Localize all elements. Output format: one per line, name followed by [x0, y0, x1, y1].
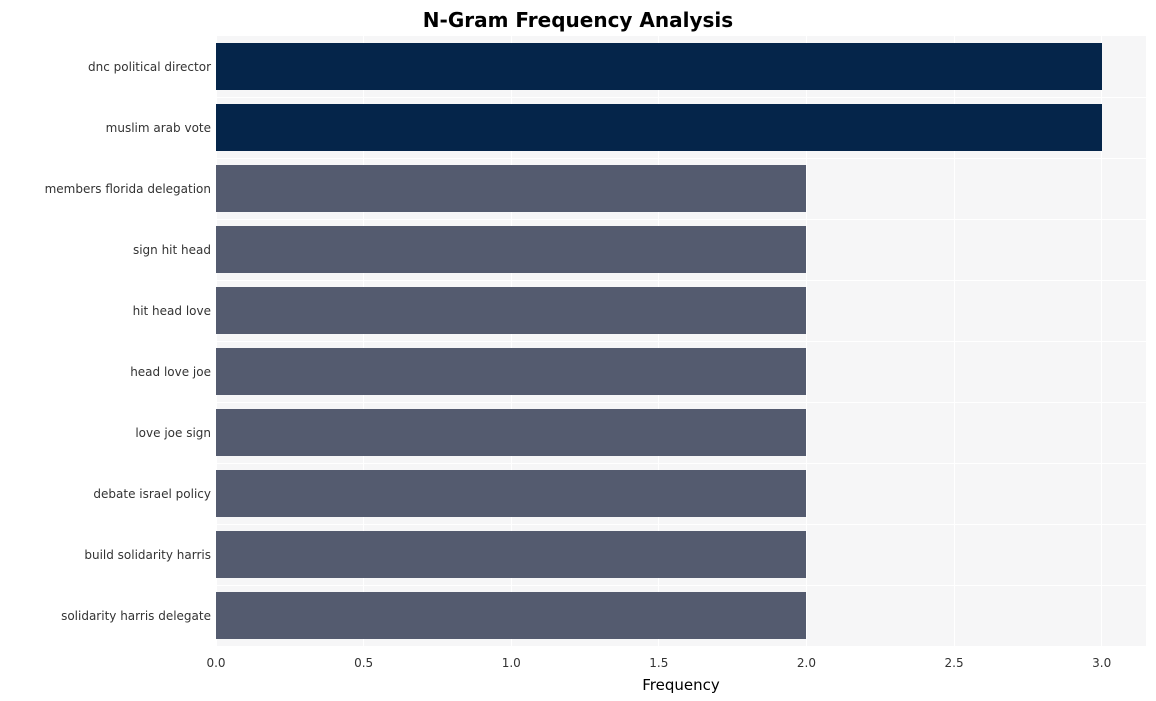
x-tick-label: 1.0 [502, 656, 521, 670]
bar [216, 104, 1102, 151]
row-separator [216, 97, 1146, 98]
y-tick-label: solidarity harris delegate [61, 609, 211, 623]
bar [216, 592, 806, 639]
row-separator [216, 219, 1146, 220]
y-tick-label: build solidarity harris [84, 548, 211, 562]
y-tick-label: muslim arab vote [106, 121, 211, 135]
y-tick-label: debate israel policy [93, 487, 211, 501]
y-tick-label: love joe sign [135, 426, 211, 440]
row-separator [216, 463, 1146, 464]
bar [216, 409, 806, 456]
x-tick-label: 1.5 [649, 656, 668, 670]
row-separator [216, 280, 1146, 281]
row-separator [216, 585, 1146, 586]
bar [216, 531, 806, 578]
plot-area [216, 36, 1146, 646]
y-tick-label: head love joe [130, 365, 211, 379]
row-separator [216, 341, 1146, 342]
x-tick-label: 2.0 [797, 656, 816, 670]
x-tick-label: 2.5 [945, 656, 964, 670]
bar [216, 287, 806, 334]
x-axis-title: Frequency [216, 676, 1146, 694]
bar [216, 348, 806, 395]
y-tick-label: hit head love [133, 304, 211, 318]
chart-title: N-Gram Frequency Analysis [0, 8, 1156, 32]
y-tick-label: dnc political director [88, 60, 211, 74]
x-tick-label: 0.5 [354, 656, 373, 670]
y-tick-label: members florida delegation [45, 182, 211, 196]
row-separator [216, 158, 1146, 159]
chart-container: N-Gram Frequency Analysis dnc political … [0, 0, 1156, 701]
bar [216, 470, 806, 517]
bar [216, 226, 806, 273]
y-tick-label: sign hit head [133, 243, 211, 257]
x-tick-label: 0.0 [206, 656, 225, 670]
x-tick-label: 3.0 [1092, 656, 1111, 670]
bar [216, 165, 806, 212]
bar [216, 43, 1102, 90]
row-separator [216, 524, 1146, 525]
row-separator [216, 402, 1146, 403]
